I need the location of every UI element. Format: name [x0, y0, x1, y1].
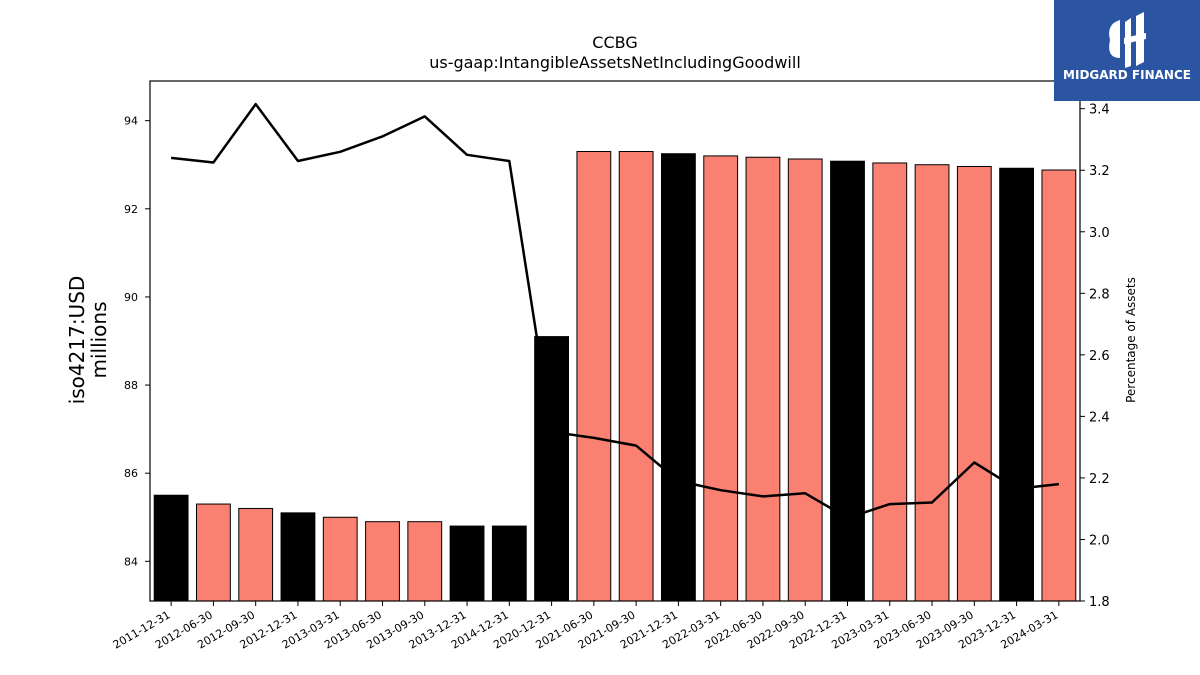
y-tick-label: 88 — [124, 379, 138, 392]
y-axis-label: iso4217:USD millions — [65, 275, 111, 405]
y2-tick-label: 2.8 — [1089, 287, 1110, 302]
y2-tick-label: 3.4 — [1089, 103, 1110, 118]
y-tick-label: 84 — [124, 555, 138, 568]
bar — [745, 156, 781, 602]
chart-subtitle: us-gaap:IntangibleAssetsNetIncludingGood… — [429, 53, 801, 72]
y-tick-label: 90 — [124, 291, 138, 304]
y2-axis-label: Percentage of Assets — [1124, 277, 1138, 403]
y-tick-label: 92 — [124, 203, 138, 216]
bar — [956, 165, 992, 602]
y2-tick-label: 2.0 — [1089, 533, 1110, 548]
bar — [153, 494, 189, 602]
bar — [872, 162, 908, 602]
y-axis-label-line-1: iso4217:USD — [65, 275, 89, 405]
bar — [491, 525, 527, 602]
y2-tick-label: 3.2 — [1089, 164, 1110, 179]
line-series-percentage — [170, 102, 1060, 520]
bar — [787, 158, 823, 602]
y2-tick-label: 2.6 — [1089, 349, 1110, 364]
y-tick-label: 86 — [124, 467, 138, 480]
midgard-finance-logo: MIDGARD FINANCE — [1054, 0, 1200, 101]
bar — [661, 153, 696, 602]
bar — [238, 507, 274, 602]
logo-mark-icon — [1109, 12, 1146, 68]
y2-tick-label: 2.4 — [1089, 410, 1110, 425]
plot-frame — [149, 80, 1081, 602]
bar — [365, 521, 400, 602]
y-axis-label-line-2: millions — [87, 301, 111, 379]
bar — [322, 516, 358, 602]
bar — [449, 525, 485, 602]
bar — [703, 155, 739, 602]
y2-tick-label: 1.8 — [1089, 595, 1110, 610]
bar — [196, 503, 231, 602]
bar — [1041, 169, 1077, 602]
bar — [407, 521, 443, 602]
bar — [618, 151, 654, 602]
chart-title: CCBG — [592, 33, 638, 52]
y-tick-label: 94 — [124, 115, 138, 128]
bar — [914, 164, 950, 602]
y2-tick-label: 2.2 — [1089, 472, 1110, 487]
logo-text: MIDGARD FINANCE — [1063, 68, 1191, 82]
bar — [280, 512, 316, 602]
bar — [999, 167, 1035, 602]
y2-tick-label: 3.0 — [1089, 226, 1110, 241]
bar — [576, 151, 612, 602]
bar — [534, 336, 570, 602]
bar — [830, 160, 865, 602]
